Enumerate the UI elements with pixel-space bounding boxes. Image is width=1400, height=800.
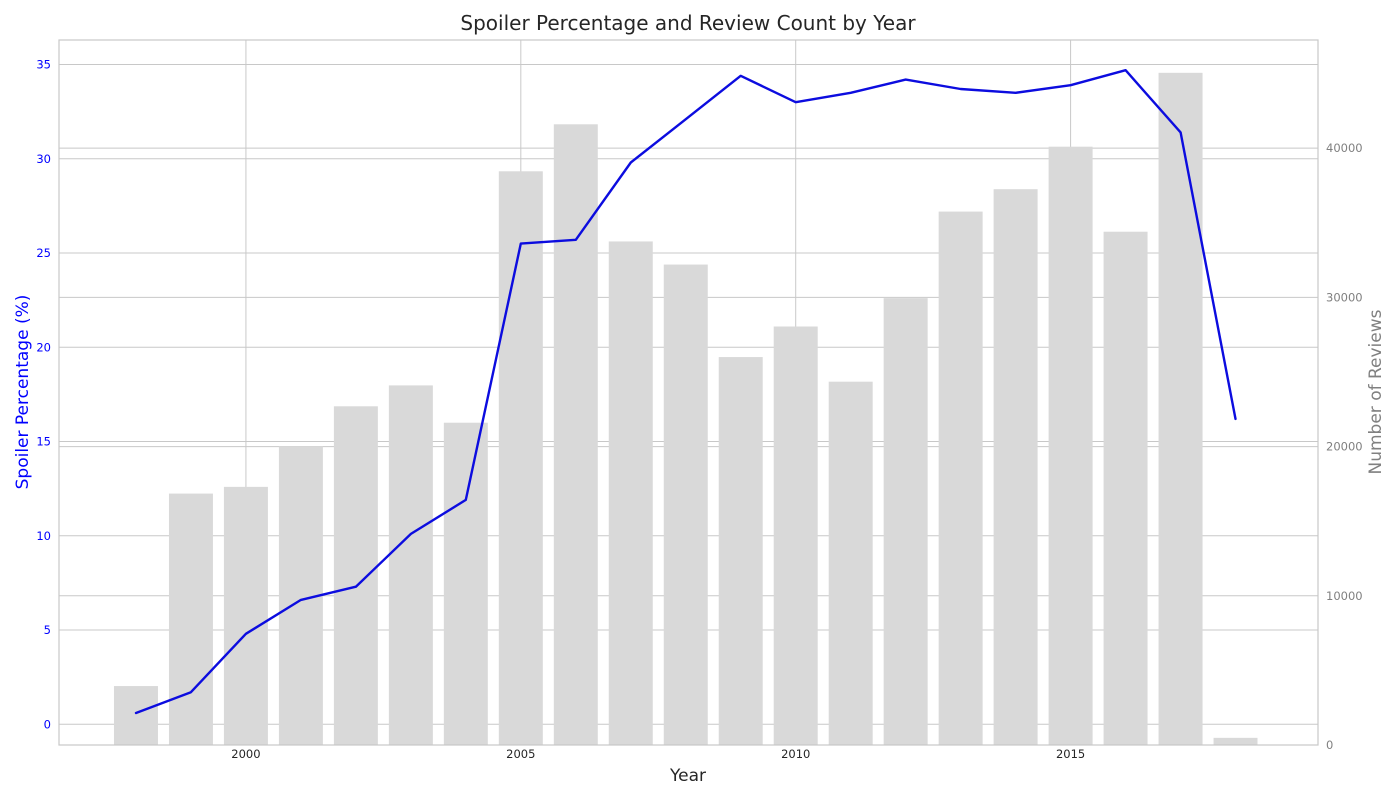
bar bbox=[498, 171, 543, 746]
bar bbox=[113, 686, 158, 745]
y-right-tick-label: 40000 bbox=[1326, 141, 1363, 155]
bar bbox=[553, 124, 598, 746]
y-axis-right-label: Number of Reviews bbox=[1366, 309, 1386, 474]
bar bbox=[1103, 231, 1148, 745]
bar-layer bbox=[113, 72, 1258, 746]
y-left-tick-label: 15 bbox=[36, 435, 51, 449]
y-left-tick-label: 30 bbox=[36, 152, 51, 166]
bar bbox=[1213, 737, 1258, 745]
plot-frame bbox=[58, 39, 1319, 746]
line-layer bbox=[134, 68, 1237, 715]
bar bbox=[993, 189, 1038, 745]
bar bbox=[608, 241, 653, 745]
y-left-tick-label: 5 bbox=[44, 623, 51, 637]
bar bbox=[443, 422, 488, 745]
bar bbox=[718, 357, 763, 745]
x-tick-label: 2010 bbox=[781, 747, 810, 761]
bar bbox=[883, 298, 928, 745]
tick-layer: 2000 2005 2010 2015 0 5 10 15 20 25 30 35 0 10000 2000… bbox=[36, 58, 1362, 761]
bar bbox=[663, 264, 708, 745]
y-right-tick-label: 10000 bbox=[1326, 589, 1363, 603]
bar bbox=[388, 385, 433, 745]
y-left-tick-label: 35 bbox=[36, 58, 51, 72]
bar bbox=[938, 211, 983, 746]
bar bbox=[333, 406, 378, 745]
chart-title: Spoiler Percentage and Review Count by Y… bbox=[460, 11, 916, 35]
x-tick-label: 2015 bbox=[1056, 747, 1085, 761]
y-left-tick-label: 0 bbox=[44, 717, 51, 731]
y-right-tick-label: 0 bbox=[1326, 738, 1333, 752]
bar bbox=[1048, 146, 1093, 745]
x-tick-label: 2005 bbox=[506, 747, 535, 761]
bar bbox=[773, 326, 818, 745]
spoiler-percentage-line bbox=[134, 68, 1237, 715]
x-tick-label: 2000 bbox=[231, 747, 260, 761]
bar bbox=[828, 381, 873, 745]
bar bbox=[1158, 72, 1203, 746]
y-left-tick-label: 10 bbox=[36, 529, 51, 543]
y-axis-left-label: Spoiler Percentage (%) bbox=[13, 295, 33, 490]
y-right-tick-label: 30000 bbox=[1326, 290, 1363, 304]
y-right-tick-label: 20000 bbox=[1326, 440, 1363, 454]
y-left-tick-label: 25 bbox=[36, 246, 51, 260]
y-left-tick-label: 20 bbox=[36, 340, 51, 354]
x-axis-label: Year bbox=[669, 766, 706, 786]
bar bbox=[168, 493, 213, 745]
bar bbox=[223, 486, 268, 745]
